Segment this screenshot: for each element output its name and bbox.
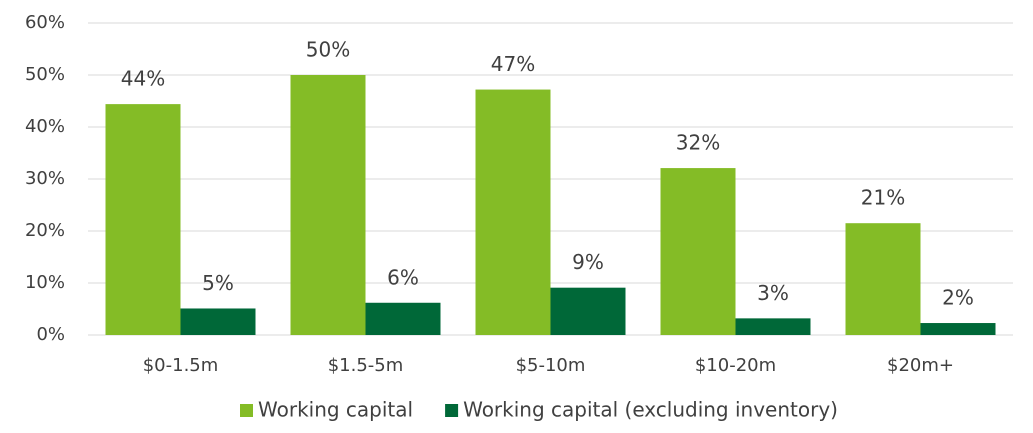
x-tick-label: $10-20m [695, 355, 776, 376]
bar [475, 89, 551, 335]
data-label: 9% [572, 250, 604, 274]
x-tick-label: $20m+ [887, 355, 954, 376]
data-label: 3% [757, 281, 789, 305]
bar [290, 75, 366, 335]
y-tick-label: 0% [36, 324, 65, 345]
bar [845, 223, 921, 335]
legend-swatch [445, 404, 459, 417]
legend-swatch [240, 404, 253, 417]
bar [365, 302, 441, 335]
y-tick-label: 10% [25, 272, 65, 293]
y-tick-label: 50% [25, 64, 65, 85]
data-label: 5% [202, 271, 234, 295]
bar [180, 308, 256, 335]
data-label: 2% [942, 286, 974, 310]
y-tick-label: 30% [25, 168, 65, 189]
bar [105, 104, 181, 336]
x-tick-label: $1.5-5m [328, 355, 404, 376]
y-tick-label: 40% [25, 116, 65, 137]
data-label: 50% [306, 38, 350, 62]
data-label: 47% [491, 52, 535, 76]
data-label: 6% [387, 265, 419, 289]
data-label: 44% [121, 67, 165, 91]
data-label: 32% [676, 131, 720, 155]
bar [735, 318, 811, 335]
bar [550, 287, 626, 335]
x-tick-label: $0-1.5m [143, 355, 219, 376]
y-tick-label: 60% [25, 12, 65, 33]
x-tick-label: $5-10m [516, 355, 586, 376]
legend-label: Working capital (excluding inventory) [463, 398, 838, 422]
legend-label: Working capital [258, 398, 413, 422]
bar [660, 168, 736, 335]
y-tick-label: 20% [25, 220, 65, 241]
bar [920, 323, 996, 335]
data-label: 21% [861, 186, 905, 210]
